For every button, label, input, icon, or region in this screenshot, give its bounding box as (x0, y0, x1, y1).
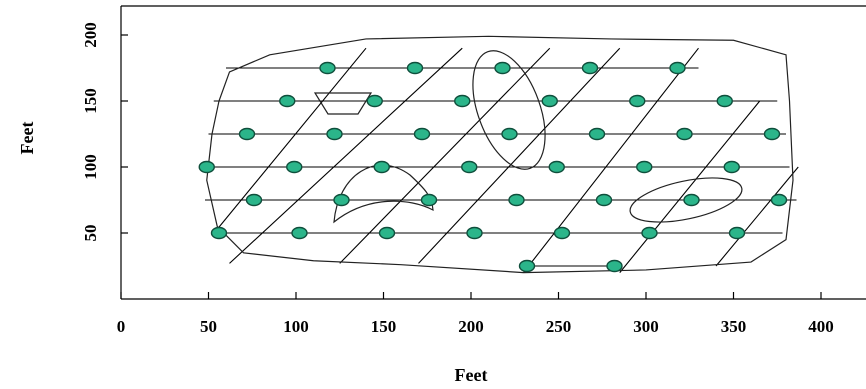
sample-point (238, 127, 256, 141)
x-tick-label: 50 (200, 317, 217, 336)
sample-point (461, 160, 478, 174)
sample-points (198, 61, 788, 273)
y-tick-labels: 50 100 150 200 (81, 22, 100, 241)
diagonal-transect-line (418, 47, 621, 264)
sample-point (245, 193, 263, 207)
sample-point (406, 61, 424, 75)
x-tick-label: 100 (283, 317, 309, 336)
x-tick-label: 0 (117, 317, 126, 336)
diagonal-transect-line (523, 47, 699, 273)
x-tick-label: 300 (633, 317, 659, 336)
x-tick-label: 350 (721, 317, 747, 336)
sample-point (319, 61, 336, 75)
x-tick-label: 250 (546, 317, 572, 336)
sample-point (669, 61, 686, 75)
sample-point (676, 127, 693, 141)
sample-point (333, 193, 350, 207)
diagonal-transect-line (619, 100, 761, 273)
diagonal-transect-line (229, 47, 463, 264)
y-tick-label: 100 (81, 154, 100, 180)
sample-point (210, 226, 228, 240)
sample-point (763, 127, 781, 141)
sample-point (548, 160, 565, 174)
sample-point (198, 160, 215, 174)
sample-point (581, 61, 599, 75)
sample-point (629, 94, 646, 108)
y-tick-label: 50 (81, 225, 100, 242)
sample-point (466, 226, 483, 240)
y-axis-title: Feet (17, 122, 37, 155)
x-tick-label: 200 (458, 317, 484, 336)
sample-point (588, 127, 606, 141)
diagonal-transect-line (211, 47, 367, 236)
sample-point (279, 94, 296, 108)
y-tick-marks (121, 34, 128, 234)
x-tick-label: 150 (371, 317, 397, 336)
sample-point (286, 160, 303, 174)
transect-lines (205, 47, 799, 273)
trapezoid-obstacle (313, 92, 373, 115)
sample-point (728, 226, 746, 240)
horizontal-ellipse-obstacle (629, 177, 743, 223)
sample-point (683, 193, 700, 207)
y-tick-label: 150 (81, 88, 100, 114)
x-tick-marks (120, 292, 822, 299)
sample-point (723, 160, 740, 174)
sample-point (641, 226, 658, 240)
x-tick-labels: 0 50 100 150 200 250 300 350 400 (117, 317, 834, 336)
sample-point (326, 127, 343, 141)
y-tick-label: 200 (81, 22, 100, 48)
sample-point (373, 160, 390, 174)
sample-point (518, 259, 536, 273)
sample-point (636, 160, 653, 174)
sample-point (553, 226, 571, 240)
x-tick-label: 400 (808, 317, 834, 336)
diagonal-transect-line (339, 47, 551, 264)
sample-point (378, 226, 396, 240)
sample-point (494, 61, 511, 75)
sample-point (508, 193, 525, 207)
sample-point (606, 259, 623, 273)
crescent-obstacle (333, 164, 434, 224)
sample-point (541, 94, 558, 108)
sample-point (413, 127, 431, 141)
sample-point (716, 94, 733, 108)
sample-point (366, 94, 383, 108)
sample-point (454, 94, 471, 108)
sample-point (291, 226, 308, 240)
diagonal-transect-line (715, 166, 799, 267)
x-axis-title: Feet (455, 365, 488, 385)
sample-point (501, 127, 518, 141)
sample-point (595, 193, 613, 207)
vertical-ellipse-obstacle (472, 50, 546, 170)
sample-point (420, 193, 438, 207)
sample-point (770, 193, 788, 207)
